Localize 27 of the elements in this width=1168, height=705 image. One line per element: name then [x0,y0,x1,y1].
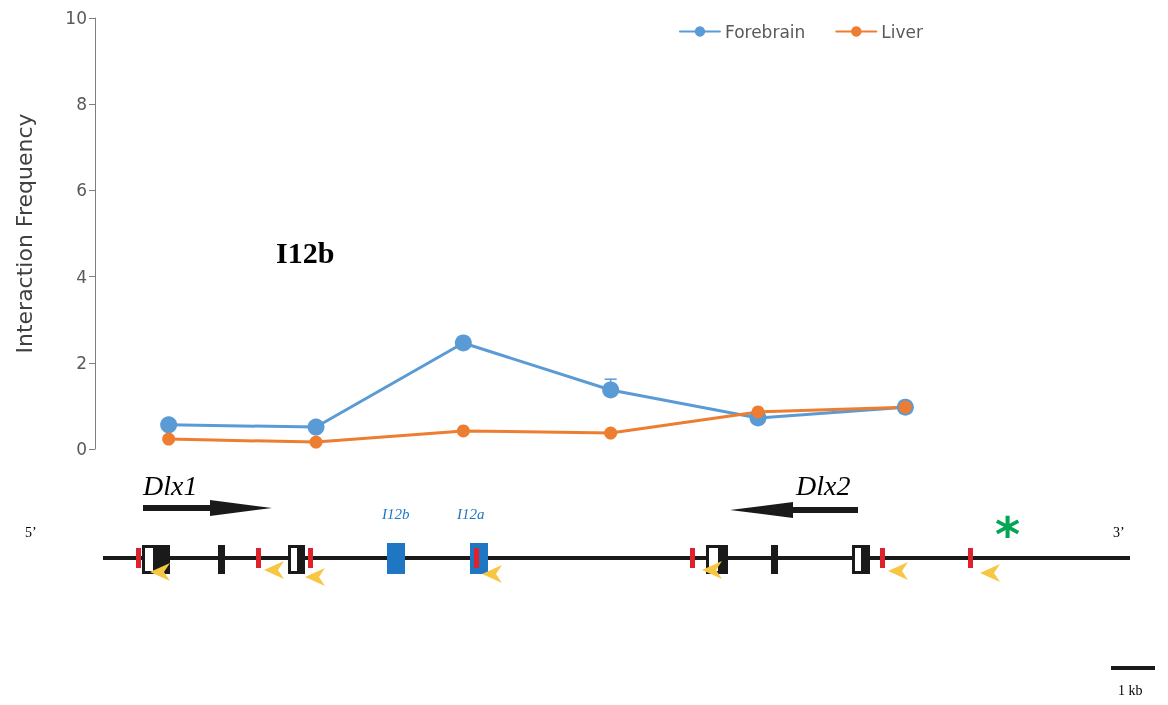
point [751,405,765,419]
text: 1 kb [1118,683,1143,698]
point [602,381,620,399]
text: I12a [457,506,485,522]
point [456,424,470,438]
text: 5’ [25,525,37,540]
legend-label: Liver [881,21,924,42]
text: Dlx1 [143,470,198,501]
point [454,334,472,352]
text: Dlx2 [796,470,851,501]
point [307,418,325,436]
y-tick-label: 8 [76,94,87,115]
text: I12b [382,506,410,522]
legend-label: Forebrain [724,21,806,42]
point [162,432,176,446]
y-tick-label: 6 [76,180,87,201]
y-tick-label: 4 [76,266,87,287]
y-tick-label: 0 [76,439,87,459]
point [604,426,618,440]
point [309,435,323,449]
text: * [995,506,1021,562]
point [160,416,178,434]
y-tick-label: 2 [76,352,87,373]
y-tick-label: 10 [65,8,87,28]
text: 3’ [1113,525,1125,540]
annotation: I12b [276,236,335,269]
y-axis-title: Interaction Frequency [11,113,37,354]
